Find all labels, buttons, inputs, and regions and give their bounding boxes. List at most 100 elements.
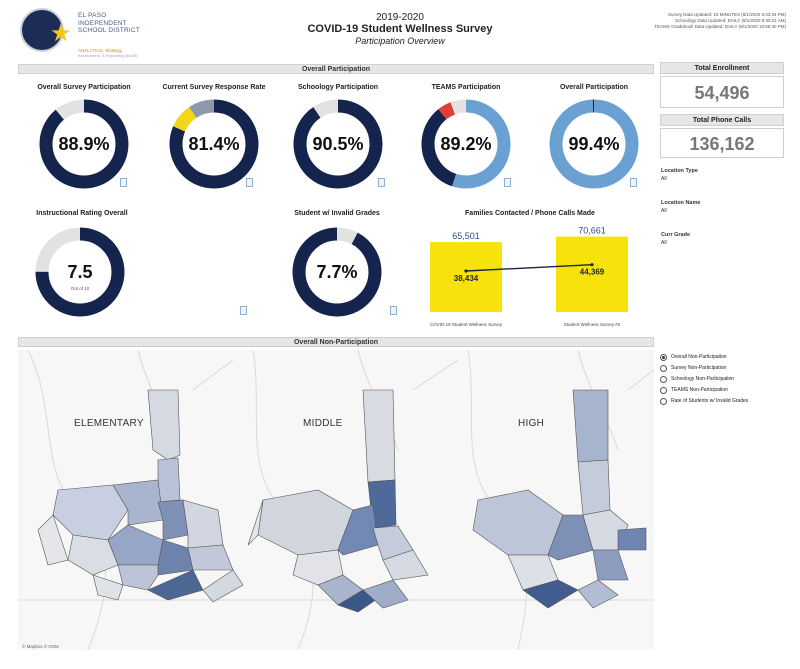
families-contacted-line [465, 263, 593, 272]
document-icon[interactable] [630, 178, 637, 187]
invalid-grades-donut [292, 227, 382, 317]
donut-segment [421, 99, 511, 189]
kpi-donut [293, 99, 383, 189]
document-icon[interactable] [390, 306, 397, 315]
kpi-title: Current Survey Response Rate [162, 84, 266, 91]
district-name: EL PASO INDEPENDENT SCHOOL DISTRICT [78, 12, 140, 35]
donut-segment [292, 227, 382, 317]
filter-location-name-select[interactable]: All [661, 208, 667, 214]
org-line-2: INDEPENDENT [78, 19, 127, 27]
families-chart: 65,501 COVID-19 Student Wellness Survey 70… [430, 226, 628, 327]
report-subtitle: Participation Overview [355, 36, 445, 46]
document-icon[interactable] [246, 178, 253, 187]
donut-segment [35, 227, 125, 317]
kpi-donut [169, 99, 259, 189]
bar-calls-made[interactable] [430, 242, 502, 312]
total-phone-calls-title: Total Phone Calls [660, 114, 784, 126]
dept-line-1: ANALYTICS, Strategy, [78, 48, 123, 53]
non-participation-maps[interactable]: ELEMENTARY MIDDLE HIGH [18, 350, 654, 650]
total-enrollment-title: Total Enrollment [660, 62, 784, 74]
radio-icon [660, 375, 667, 383]
kpi-donut [39, 99, 129, 189]
overall-non-participation-header: Overall Non-Participation [18, 337, 654, 347]
donut-segment [421, 99, 511, 189]
survey-update-note: Survey Data Updated: 15 MINUTES (8/1/202… [667, 12, 786, 17]
elementary-map-label: ELEMENTARY [74, 418, 144, 429]
kpi-value: 90.5% [312, 134, 364, 154]
line-point[interactable] [590, 263, 594, 267]
kpi-title: Overall Survey Participation [37, 84, 131, 91]
radio-teams-non-participation[interactable]: TEAMS Non-Participation [660, 385, 728, 395]
filter-location-name-label: Location Name [661, 200, 701, 206]
invalid-grades-value: 7.7% [316, 262, 358, 282]
kpi-title: Overall Participation [559, 84, 629, 91]
filter-curr-grade-label: Curr Grade [661, 232, 691, 238]
instructional-rating-title: Instructional Rating Overall [36, 210, 128, 217]
families-chart-title: Families Contacted / Phone Calls Made [465, 210, 595, 217]
kpi-donut [549, 99, 639, 189]
filter-location-type-select[interactable]: All [661, 176, 667, 182]
star-icon: ★ [50, 20, 72, 47]
kpi-value: 81.4% [188, 134, 240, 154]
kpi-value: 99.4% [568, 134, 620, 154]
map-copyright: © Mapbox © OSM [22, 644, 59, 649]
donut-segment [549, 99, 639, 189]
radio-icon [660, 397, 667, 405]
instructional-rating-caption: Out of 10 [70, 286, 90, 291]
kpi-value: 88.9% [58, 134, 110, 154]
teams-update-note: TEAMS Gradebook Data Updated: DAILY (8/1… [654, 24, 786, 29]
radio-label: Schoology Non-Participation [671, 376, 735, 382]
document-icon[interactable] [240, 306, 247, 315]
category-label: Student Wellness Survey #2 [564, 322, 621, 327]
radio-label: TEAMS Non-Participation [671, 387, 728, 393]
radio-icon [660, 364, 667, 372]
elementary-map[interactable] [37, 389, 244, 603]
middle-map[interactable] [247, 389, 429, 613]
report-title: COVID-19 Student Wellness Survey [307, 23, 493, 35]
radio-label: Survey Non-Participation [671, 365, 727, 371]
bar-data-label: 70,661 [578, 226, 606, 236]
invalid-grades-title: Student w/ Invalid Grades [294, 210, 380, 217]
bar-data-label: 65,501 [452, 231, 480, 241]
total-phone-calls-value: 136,162 [660, 128, 784, 158]
radio-selected-icon [660, 353, 667, 361]
kpi-title: Schoology Participation [297, 84, 379, 91]
bar-calls-made[interactable] [556, 236, 628, 312]
middle-map-label: MIDDLE [303, 418, 343, 429]
district-seal-icon [20, 8, 64, 52]
overall-participation-header: Overall Participation [18, 64, 654, 74]
org-line-1: EL PASO [78, 12, 107, 19]
category-label: COVID-19 Student Wellness Survey [430, 322, 503, 327]
line-point[interactable] [464, 269, 468, 273]
radio-label: Overall Non-Participation [671, 354, 727, 360]
line-data-label: 38,434 [454, 274, 479, 283]
filter-curr-grade-select[interactable]: All [661, 240, 667, 246]
radio-schoology-non-participation[interactable]: Schoology Non-Participation [660, 374, 734, 384]
document-icon[interactable] [378, 178, 385, 187]
line-data-label: 44,369 [580, 268, 605, 277]
donut-segment [169, 99, 259, 189]
document-icon[interactable] [120, 178, 127, 187]
schoology-update-note: Schoology Data Updated: DAILY (8/1/2020 … [675, 18, 786, 23]
high-map[interactable] [472, 389, 647, 609]
donut-segment [293, 99, 383, 189]
district-logo: ★ EL PASO INDEPENDENT SCHOOL DISTRICT AN… [20, 8, 180, 58]
kpi-value: 89.2% [440, 134, 492, 154]
radio-invalid-grades-rate[interactable]: Rate of Students w/ Invalid Grades [660, 396, 748, 406]
filter-location-type-label: Location Type [661, 168, 698, 174]
radio-overall-non-participation[interactable]: Overall Non-Participation [660, 352, 727, 362]
donut-segment [39, 99, 129, 189]
high-map-label: HIGH [518, 418, 544, 429]
dept-line-2: Assessment, & Reporting (ASAR) [78, 53, 138, 58]
kpi-donut [421, 99, 511, 189]
instructional-rating-value: 7.5 [67, 262, 93, 282]
total-enrollment-value: 54,496 [660, 76, 784, 108]
radio-icon [660, 386, 667, 394]
org-line-3: SCHOOL DISTRICT [78, 27, 140, 34]
report-year: 2019-2020 [376, 12, 424, 23]
document-icon[interactable] [504, 178, 511, 187]
radio-label: Rate of Students w/ Invalid Grades [671, 398, 749, 404]
kpi-title: TEAMS Participation [431, 84, 501, 91]
instructional-rating-donut [35, 227, 125, 317]
radio-survey-non-participation[interactable]: Survey Non-Participation [660, 363, 726, 373]
